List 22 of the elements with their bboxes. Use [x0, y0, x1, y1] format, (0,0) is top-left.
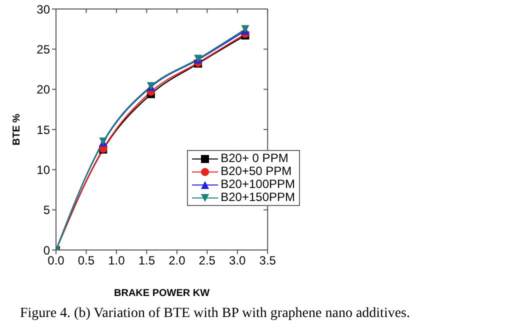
x-tick-label: 0.0 — [48, 254, 65, 268]
x-tick-label: 2.0 — [168, 254, 186, 268]
y-tick-label: 20 — [36, 82, 50, 97]
caption: Figure 4. (b) Variation of BTE with BP with graphene nano additives. — [20, 306, 411, 322]
x-tick-label: 0.5 — [78, 254, 95, 268]
y-tick-label: 15 — [36, 122, 50, 137]
x-axis-title: BRAKE POWER KW — [114, 288, 210, 299]
y-tick-label: 5 — [43, 203, 50, 218]
y-axis-title: BTE % — [12, 114, 23, 146]
x-tick-label: 1.0 — [108, 254, 126, 268]
legend-label: B20+150PPM — [220, 190, 295, 204]
x-tick-label: 2.5 — [198, 254, 216, 268]
x-tick-label: 3.5 — [259, 254, 276, 268]
x-tick-label: 3.0 — [229, 254, 246, 268]
legend-label: B20+ 0 PPM — [220, 151, 288, 165]
legend-label: B20+100PPM — [220, 177, 295, 191]
y-tick-label: 10 — [36, 162, 50, 177]
legend-label: B20+50 PPM — [220, 164, 292, 178]
y-tick-label: 25 — [36, 42, 50, 56]
x-tick-label: 1.5 — [138, 254, 156, 268]
y-tick-label: 30 — [36, 2, 50, 16]
y-tick-label: 0 — [43, 243, 50, 258]
